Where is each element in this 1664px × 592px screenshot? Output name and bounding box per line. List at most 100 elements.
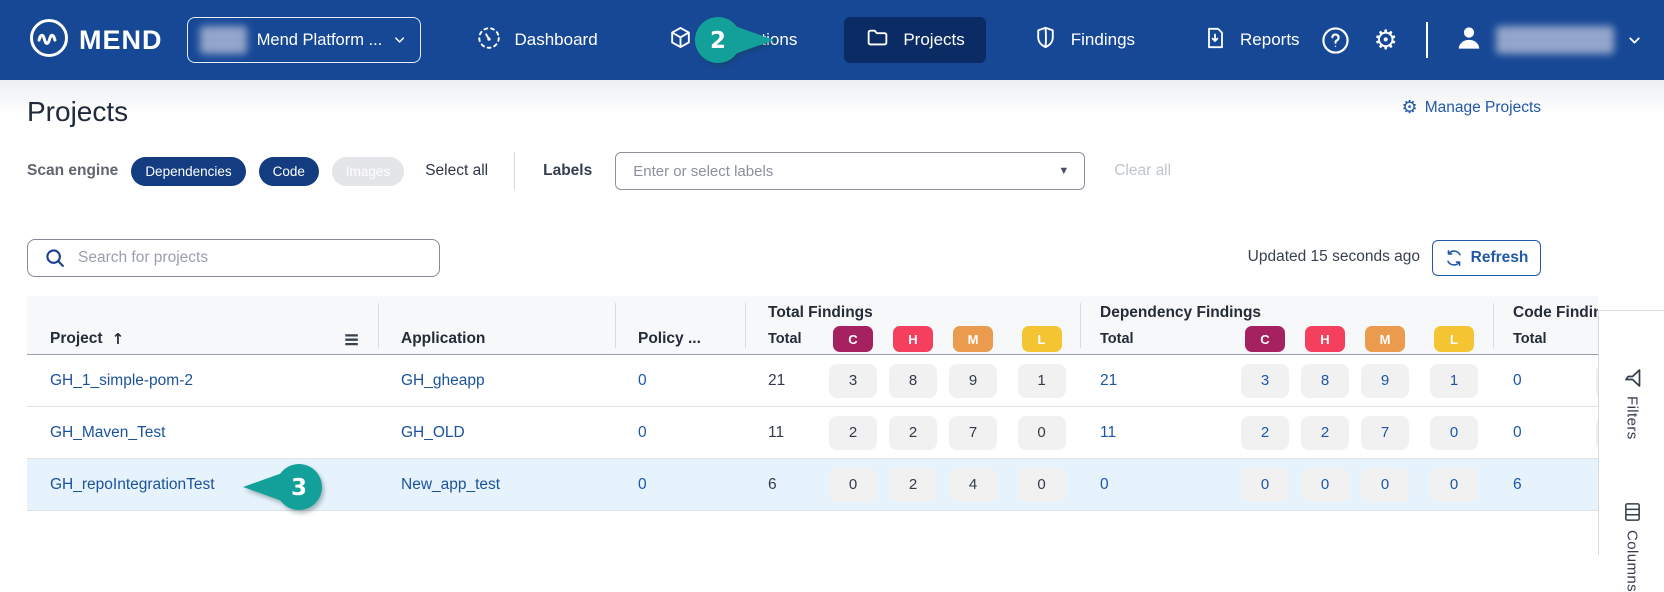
user-menu[interactable] — [1454, 23, 1643, 58]
code-findings-total[interactable]: 0 — [1513, 371, 1522, 389]
projects-folder-icon — [865, 25, 890, 55]
column-menu-icon[interactable]: ≡ — [343, 327, 360, 351]
help-icon[interactable] — [1321, 26, 1350, 55]
severity-medium-badge: M — [1365, 326, 1405, 352]
nav-item-projects[interactable]: Projects — [844, 17, 986, 63]
nav-item-label: Reports — [1240, 30, 1300, 49]
application-link[interactable]: New_app_test — [401, 475, 501, 493]
dropdown-triangle-icon[interactable]: ▼ — [1058, 165, 1070, 177]
filter-divider — [514, 152, 516, 190]
severity-critical-badge: C — [1245, 326, 1285, 352]
project-link[interactable]: GH_Maven_Test — [50, 423, 166, 441]
policy-violations-value[interactable]: 0 — [638, 475, 647, 493]
dependency-critical-pill[interactable]: 0 — [1241, 467, 1289, 502]
dependency-medium-pill[interactable]: 0 — [1361, 467, 1409, 502]
total-high-pill: 8 — [889, 363, 937, 398]
refresh-label: Refresh — [1470, 249, 1529, 266]
user-avatar-icon — [1454, 23, 1484, 58]
chip-dependencies[interactable]: Dependencies — [131, 156, 246, 186]
total-critical-pill: 0 — [829, 467, 877, 502]
columns-panel-toggle[interactable]: Columns — [1599, 503, 1664, 592]
table-row[interactable]: GH_1_simple-pom-2 GH_gheapp 0 21 3 8 9 1… — [27, 355, 1598, 407]
column-header-policy[interactable]: Policy ... — [638, 330, 701, 347]
header-divider — [745, 303, 746, 348]
select-all-button[interactable]: Select all — [425, 162, 489, 179]
severity-critical-badge: C — [833, 326, 873, 352]
table-row[interactable]: GH_Maven_Test GH_OLD 0 11 2 2 7 0 11 2 2… — [27, 407, 1598, 459]
chip-images[interactable]: Images — [331, 156, 405, 186]
code-findings-total[interactable]: 6 — [1513, 475, 1522, 493]
dependency-low-pill[interactable]: 1 — [1430, 363, 1478, 398]
page-title: Projects — [27, 96, 129, 127]
total-medium-pill: 4 — [949, 467, 997, 502]
search-input[interactable] — [66, 240, 439, 276]
chip-code[interactable]: Code — [258, 156, 319, 186]
total-critical-pill: 3 — [829, 363, 877, 398]
nav-item-label: Dashboard — [514, 30, 598, 49]
nav-item-dashboard[interactable]: Dashboard — [455, 17, 619, 63]
application-link[interactable]: GH_gheapp — [401, 371, 485, 389]
dependency-critical-pill[interactable]: 2 — [1241, 415, 1289, 450]
gear-icon: ⚙ — [1401, 97, 1418, 118]
dependency-high-pill[interactable]: 0 — [1301, 467, 1349, 502]
policy-violations-value[interactable]: 0 — [638, 371, 647, 389]
nav-item-label: Projects — [903, 30, 965, 49]
total-medium-pill: 9 — [949, 363, 997, 398]
manage-projects-link[interactable]: ⚙ Manage Projects — [1402, 99, 1541, 117]
dependency-medium-pill[interactable]: 7 — [1361, 415, 1409, 450]
policy-violations-value[interactable]: 0 — [638, 423, 647, 441]
dependency-low-pill[interactable]: 0 — [1430, 467, 1478, 502]
dashboard-gauge-icon — [476, 25, 502, 56]
application-link[interactable]: GH_OLD — [401, 423, 465, 441]
org-selector-label: Mend Platform ... — [256, 30, 383, 49]
severity-low-badge: L — [1021, 326, 1062, 352]
severity-low-badge: L — [1434, 326, 1474, 352]
annotation-2-number: 2 — [710, 28, 726, 54]
nav-item-findings[interactable]: Findings — [1012, 17, 1156, 63]
total-high-pill: 2 — [889, 467, 937, 502]
total-findings-total: 21 — [768, 371, 786, 389]
chevron-down-icon — [1629, 36, 1640, 44]
column-header-project[interactable]: Project ↑ ≡ — [50, 327, 360, 351]
org-logo-redacted — [199, 26, 247, 54]
dependency-findings-total[interactable]: 0 — [1100, 475, 1109, 493]
header-divider — [1080, 303, 1081, 348]
column-header-application[interactable]: Application — [401, 330, 486, 347]
filters-panel-label: Filters — [1623, 396, 1641, 440]
total-findings-total: 6 — [768, 475, 777, 493]
project-link[interactable]: GH_repoIntegrationTest — [50, 475, 215, 493]
total-low-pill: 0 — [1017, 467, 1066, 502]
clipped-pill — [1595, 467, 1598, 502]
mend-logo[interactable]: MEND — [28, 17, 163, 64]
group-total-findings: Total Findings — [768, 304, 873, 321]
dependency-medium-pill[interactable]: 9 — [1361, 363, 1409, 398]
navbar-divider — [1425, 22, 1428, 58]
settings-gear-icon[interactable]: ⚙ — [1373, 24, 1398, 56]
filter-funnel-icon — [1624, 369, 1640, 387]
severity-high-badge: H — [893, 326, 933, 352]
total-findings-total: 11 — [768, 423, 785, 441]
org-selector-dropdown[interactable]: Mend Platform ... — [186, 17, 421, 63]
project-link[interactable]: GH_1_simple-pom-2 — [50, 371, 193, 389]
df-total-subheader: Total — [1100, 331, 1134, 347]
group-code-findings: Code Findings — [1513, 304, 1598, 321]
code-findings-total[interactable]: 0 — [1513, 423, 1522, 441]
dependency-critical-pill[interactable]: 3 — [1241, 363, 1289, 398]
dependency-high-pill[interactable]: 2 — [1301, 415, 1349, 450]
navbar-right-cluster: ⚙ — [1321, 22, 1643, 58]
nav-item-label: Findings — [1070, 30, 1136, 49]
filters-panel-toggle[interactable]: Filters — [1599, 369, 1664, 440]
total-medium-pill: 7 — [949, 415, 997, 450]
cf-total-subheader: Total — [1513, 331, 1547, 347]
nav-item-reports[interactable]: Reports — [1182, 17, 1321, 63]
dependency-findings-total[interactable]: 21 — [1100, 371, 1118, 389]
refresh-button[interactable]: Refresh — [1432, 240, 1541, 276]
dependency-low-pill[interactable]: 0 — [1430, 415, 1478, 450]
chevron-down-icon — [395, 37, 405, 43]
tf-total-subheader: Total — [768, 331, 802, 347]
dependency-high-pill[interactable]: 8 — [1301, 363, 1349, 398]
dependency-findings-total[interactable]: 11 — [1100, 423, 1117, 441]
labels-input[interactable] — [615, 152, 1086, 190]
total-critical-pill: 2 — [829, 415, 877, 450]
clear-all-button[interactable]: Clear all — [1114, 162, 1172, 179]
